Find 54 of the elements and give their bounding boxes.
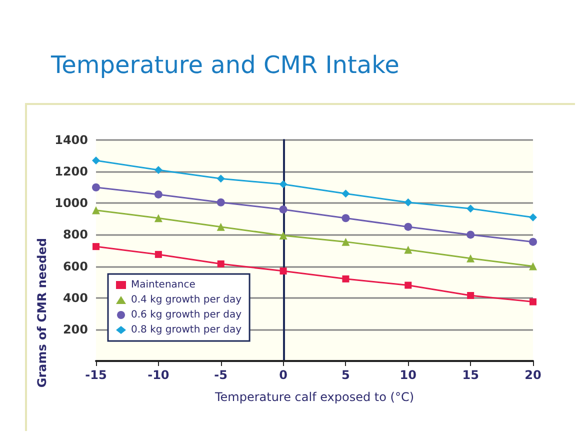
x-tick-label: 5: [342, 368, 350, 382]
point: [467, 292, 474, 299]
x-tick-label: -15: [85, 368, 107, 382]
x-axis-title: Temperature calf exposed to (°C): [214, 390, 414, 404]
point: [466, 230, 475, 239]
point: [404, 246, 412, 254]
point: [342, 275, 350, 282]
point: [404, 222, 412, 231]
point: [279, 205, 288, 214]
point: [279, 180, 288, 188]
point: [92, 183, 100, 192]
point: [466, 254, 475, 262]
y-tick-label: 1000: [54, 196, 88, 210]
x-tick-label: 20: [524, 368, 542, 382]
point: [92, 156, 100, 165]
point: [404, 282, 412, 289]
point: [216, 222, 225, 231]
point: [342, 238, 350, 246]
point: [529, 262, 537, 270]
point: [92, 243, 100, 250]
point: [342, 190, 350, 198]
x-tick-label: 15: [462, 368, 479, 382]
y-tick-label: 400: [62, 290, 88, 305]
point: [216, 198, 225, 206]
point: [279, 232, 288, 240]
x-tick-label: 10: [400, 368, 416, 382]
point: [342, 214, 350, 222]
y-tick-label: 1400: [54, 133, 88, 147]
point: [154, 166, 162, 174]
legend-label: 0.8 kg growth per day: [131, 324, 242, 336]
point: [529, 238, 537, 246]
point: [154, 214, 162, 222]
point: [217, 260, 224, 268]
y-tick-label: 800: [62, 228, 88, 242]
point: [529, 213, 537, 222]
point: [280, 268, 287, 275]
y-tick-label: 600: [62, 259, 88, 274]
point: [154, 190, 162, 198]
x-tick-label: -10: [148, 368, 170, 382]
point: [530, 298, 536, 306]
y-axis-title: Grams of CMR needed: [35, 238, 49, 388]
legend-label: Maintenance: [131, 280, 196, 290]
y-tick-label: 1200: [54, 164, 88, 179]
chart-title: Temperature and CMR Intake: [50, 51, 400, 79]
x-tick-label: -5: [214, 368, 228, 382]
legend-label: 0.4 kg growth per day: [131, 294, 242, 306]
y-tick-label: 200: [62, 322, 88, 336]
x-tick-label: 0: [279, 368, 288, 382]
point: [216, 174, 225, 183]
point: [466, 204, 475, 213]
legend-label: 0.6 kg growth per day: [131, 310, 242, 320]
point: [404, 198, 412, 206]
point: [92, 206, 100, 214]
point: [154, 250, 162, 258]
